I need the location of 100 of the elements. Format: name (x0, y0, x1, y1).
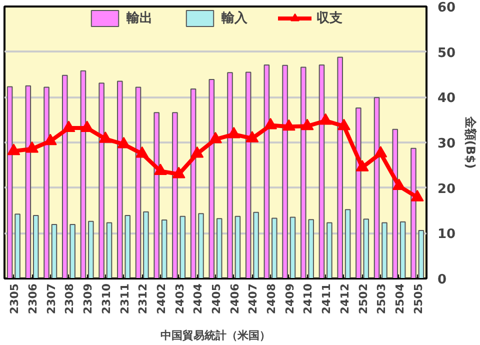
y-tick-label: 30 (438, 136, 456, 152)
bar (51, 224, 58, 278)
x-tick-label: 2309 (82, 283, 95, 314)
bar (227, 72, 233, 278)
y-tick-label: 20 (438, 182, 456, 197)
bar (216, 218, 222, 278)
point (337, 118, 350, 130)
point (136, 146, 149, 158)
bar (25, 85, 32, 278)
point (319, 113, 332, 125)
x-tick-label: 2404 (192, 283, 205, 314)
y-tick-label: 50 (438, 46, 456, 61)
legend-label: 輸出 (126, 10, 152, 27)
point (356, 160, 369, 172)
bar (198, 213, 204, 278)
y-tick-label: 10 (438, 227, 456, 242)
point (44, 134, 57, 146)
bar (363, 218, 370, 278)
bar (88, 220, 94, 278)
bar (172, 112, 178, 278)
bar (62, 74, 68, 278)
bar (282, 64, 288, 278)
x-tick-label: 2405 (210, 283, 223, 314)
x-tick-label: 2503 (375, 283, 388, 314)
point (190, 146, 204, 158)
x-tick-label: 2411 (320, 283, 334, 314)
bar (234, 216, 241, 278)
point (154, 164, 167, 176)
x-tick-label: 2410 (302, 283, 315, 314)
y-tick-label: 40 (438, 91, 456, 106)
y-tick-label: 60 (438, 0, 456, 16)
bar (135, 86, 142, 278)
x-tick-label: 2312 (136, 283, 150, 314)
point (300, 118, 314, 130)
point (62, 120, 76, 132)
x-tick-label: 2311 (118, 283, 132, 314)
x-tick-label: 2408 (265, 283, 278, 314)
point (374, 146, 388, 158)
point (172, 166, 186, 178)
bar (272, 218, 278, 278)
bar (326, 222, 332, 278)
bar (382, 222, 388, 278)
bar (374, 97, 380, 278)
point (264, 118, 278, 130)
bar (418, 230, 424, 278)
legend-label: 収支 (316, 10, 342, 27)
bar (32, 214, 39, 278)
point (26, 141, 39, 153)
bar (318, 64, 325, 278)
point (392, 178, 406, 190)
point (7, 144, 20, 156)
bar (180, 216, 186, 278)
bar (253, 212, 259, 278)
y-tick-label: 0 (438, 272, 447, 288)
x-tick-label: 2502 (356, 283, 370, 314)
bar (245, 72, 252, 278)
legend-label: 輸入 (222, 10, 248, 27)
point (227, 126, 240, 138)
x-tick-label: 2306 (26, 283, 40, 314)
point (410, 190, 424, 202)
bar (264, 64, 270, 278)
point (282, 119, 296, 131)
bar (356, 108, 362, 278)
x-tick-label: 2402 (154, 283, 168, 314)
bar (161, 220, 168, 278)
bar (106, 222, 112, 278)
bar (400, 221, 406, 278)
x-tick-label: 2406 (228, 283, 242, 314)
point (209, 132, 222, 144)
point (80, 120, 94, 132)
bar (337, 56, 343, 278)
x-tick-label: 2403 (173, 283, 186, 314)
x-tick-label: 2305 (8, 283, 22, 314)
x-tick-label: 2308 (63, 283, 76, 314)
bar (80, 70, 86, 278)
point (246, 130, 259, 142)
x-tick-label: 2505 (412, 283, 425, 314)
bar (154, 112, 160, 278)
x-tick-label: 2504 (393, 283, 406, 314)
bar (44, 86, 50, 278)
x-tick-label: 2412 (338, 283, 352, 314)
x-axis-title: 中国貿易統計（米国） (160, 329, 270, 342)
bar (190, 88, 196, 278)
x-tick-label: 2310 (100, 283, 113, 314)
bar (70, 224, 76, 278)
point (98, 131, 112, 143)
x-tick-label: 2409 (283, 283, 296, 314)
bar (290, 216, 296, 278)
bar (14, 214, 20, 278)
x-tick-label: 2407 (246, 283, 260, 314)
point (117, 136, 130, 148)
bar (208, 78, 215, 278)
bar (410, 148, 416, 278)
x-tick-label: 2307 (44, 283, 58, 314)
y-axis-title: 金額(B$) (464, 115, 478, 169)
bar (392, 128, 398, 278)
bar (98, 82, 104, 278)
bar (344, 209, 351, 278)
bar (143, 211, 149, 278)
bar (6, 86, 13, 278)
